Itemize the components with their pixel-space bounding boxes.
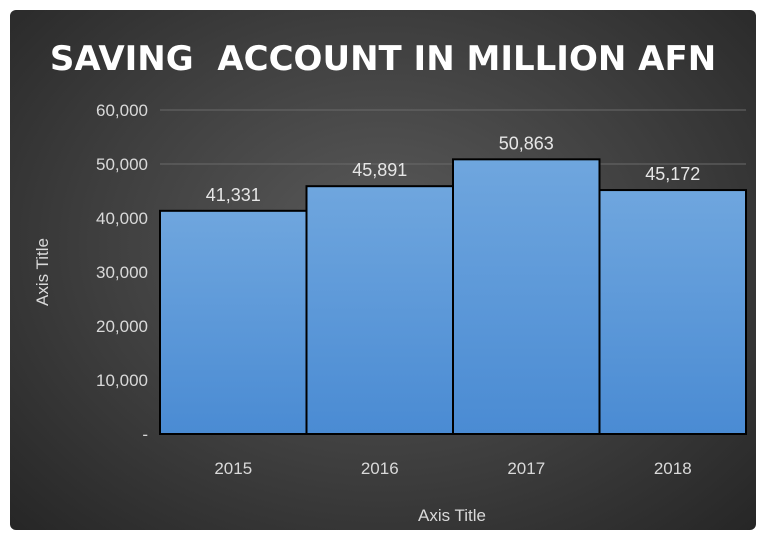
chart-container: SAVING ACCOUNT IN MILLION AFN - 10,000 20,…	[10, 10, 756, 530]
y-tick-label: 30,000	[96, 263, 148, 282]
y-tick-label: 20,000	[96, 317, 148, 336]
y-tick-label: 50,000	[96, 155, 148, 174]
bar-chart: SAVING ACCOUNT IN MILLION AFN - 10,000 20,…	[33, 39, 747, 525]
data-label-2018: 45,172	[645, 164, 700, 184]
bar-2018	[598, 189, 747, 435]
x-tick-label: 2018	[654, 459, 692, 478]
x-axis-ticks: 2015 2016 2017 2018	[214, 459, 691, 478]
bar-2015	[159, 209, 308, 435]
y-axis-ticks: - 10,000 20,000 30,000 40,000 50,000 60,000	[96, 101, 148, 444]
x-axis-title: Axis Title	[418, 506, 486, 525]
bars	[159, 158, 747, 435]
y-tick-label: -	[142, 425, 148, 444]
data-label-2017: 50,863	[499, 133, 554, 153]
y-tick-label: 10,000	[96, 371, 148, 390]
x-tick-label: 2016	[361, 459, 399, 478]
chart-title: SAVING ACCOUNT IN MILLION AFN	[50, 39, 716, 79]
y-axis-title: Axis Title	[33, 238, 52, 306]
data-label-2016: 45,891	[352, 160, 407, 180]
data-labels: 41,331 45,891 50,863 45,172	[206, 133, 701, 204]
x-tick-label: 2015	[214, 459, 252, 478]
y-tick-label: 60,000	[96, 101, 148, 120]
bar-2017	[452, 158, 601, 435]
y-tick-label: 40,000	[96, 209, 148, 228]
data-label-2015: 41,331	[206, 185, 261, 205]
bar-2016	[305, 185, 454, 435]
x-tick-label: 2017	[507, 459, 545, 478]
